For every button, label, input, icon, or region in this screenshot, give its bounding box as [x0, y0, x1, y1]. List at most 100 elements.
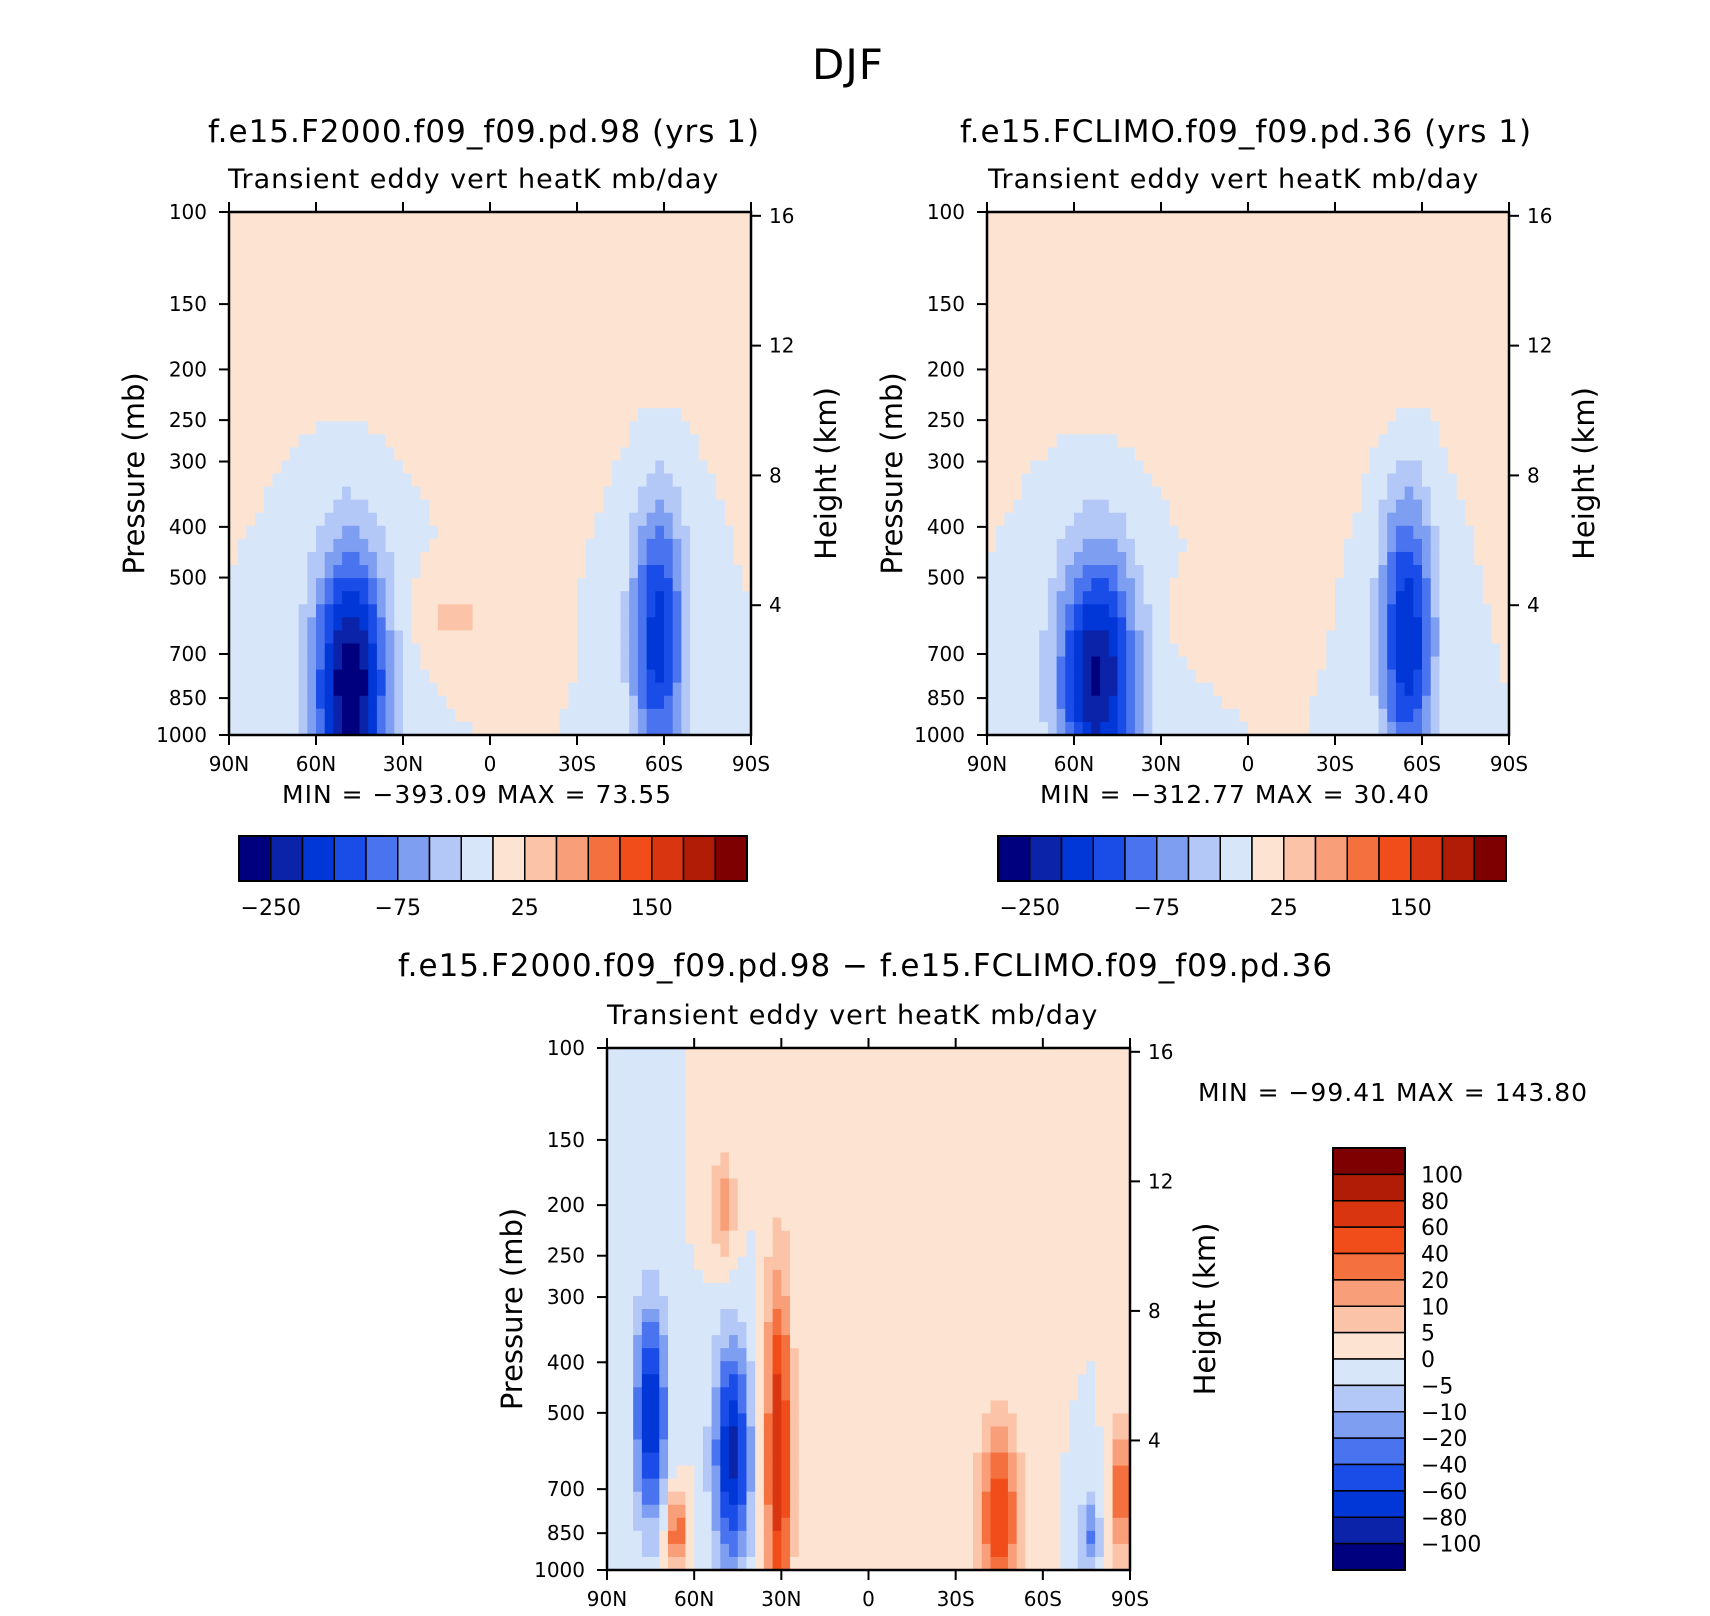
heatmap-cell [1169, 303, 1179, 318]
heatmap-cell [629, 604, 639, 618]
heatmap-cell [1430, 434, 1440, 448]
heatmap-cell [1100, 682, 1110, 697]
heatmap-cell [690, 604, 700, 618]
heatmap-cell [237, 604, 247, 618]
heatmap-cell [655, 303, 665, 318]
heatmap-cell [1282, 525, 1293, 540]
heatmap-cell [1430, 525, 1440, 540]
heatmap-cell [403, 447, 413, 462]
heatmap-cell [1474, 617, 1484, 631]
heatmap-cell [1413, 447, 1423, 462]
heatmap-cell [281, 290, 291, 305]
heatmap-cell [1021, 512, 1032, 527]
heatmap-cell [289, 251, 300, 265]
heatmap-cell [376, 329, 387, 344]
heatmap-cell [568, 212, 578, 226]
heatmap-cell [1326, 669, 1336, 684]
heatmap-cell [1395, 290, 1406, 305]
pressure-tick-label: 300 [927, 450, 965, 474]
heatmap-cell [1413, 395, 1423, 409]
heatmap-cell [603, 395, 613, 409]
heatmap-cell [446, 251, 456, 265]
heatmap-cell [1413, 303, 1423, 318]
heatmap-cell [568, 669, 578, 684]
heatmap-cell [1091, 290, 1101, 305]
heatmap-cell [646, 643, 656, 658]
heatmap-cell [411, 303, 421, 318]
heatmap-cell [1195, 329, 1206, 344]
heatmap-cell [1013, 578, 1023, 592]
heatmap-cell [1134, 251, 1145, 265]
heatmap-cell [1500, 565, 1509, 579]
heatmap-cell [472, 538, 482, 553]
heatmap-cell [577, 290, 587, 305]
heatmap-cell [1448, 368, 1458, 383]
heatmap-cell [1474, 329, 1484, 344]
heatmap-cell [289, 408, 300, 422]
heatmap-cell [263, 381, 274, 396]
heatmap-cell [716, 342, 726, 357]
heatmap-cell [394, 604, 404, 618]
heatmap-cell [516, 630, 526, 645]
heatmap-cell [463, 421, 474, 435]
heatmap-cell [1248, 421, 1258, 435]
heatmap-cell [246, 212, 256, 226]
heatmap-cell [1361, 551, 1371, 566]
heatmap-cell [394, 591, 404, 605]
heatmap-cell [1187, 408, 1197, 422]
heatmap-cell [246, 395, 256, 409]
heatmap-cell [1161, 316, 1171, 331]
heatmap-cell [1361, 381, 1371, 396]
heatmap-cell [603, 316, 613, 331]
heatmap-cell [1352, 238, 1362, 252]
heatmap-cell [607, 1322, 617, 1336]
heatmap-cell [1082, 395, 1092, 409]
heatmap-cell [481, 721, 491, 735]
heatmap-cell [237, 695, 247, 710]
heatmap-cell [577, 473, 587, 488]
heatmap-cell [1178, 630, 1188, 645]
heatmap-cell [607, 1309, 617, 1323]
heatmap-cell [611, 512, 622, 527]
heatmap-cell [394, 525, 404, 540]
heatmap-cell [1152, 682, 1162, 697]
heatmap-cell [742, 512, 751, 527]
heatmap-cell [1039, 695, 1049, 710]
heatmap-cell [1404, 368, 1414, 383]
heatmap-cell [611, 525, 622, 540]
heatmap-cell [516, 473, 526, 488]
heatmap-cell [498, 499, 508, 514]
heatmap-cell [272, 630, 282, 645]
heatmap-cell [1448, 277, 1458, 292]
heatmap-cell [1021, 460, 1032, 475]
heatmap-cell [1282, 499, 1293, 514]
heatmap-cell [368, 565, 378, 579]
heatmap-cell [1065, 264, 1075, 278]
heatmap-cell [1091, 538, 1101, 553]
heatmap-cell [1378, 669, 1388, 684]
heatmap-cell [542, 617, 552, 631]
heatmap-cell [1308, 434, 1319, 448]
heatmap-cell [1430, 368, 1440, 383]
heatmap-cell [585, 525, 595, 540]
heatmap-cell [1430, 578, 1440, 592]
heatmap-cell [229, 565, 239, 579]
heatmap-cell [1230, 434, 1240, 448]
heatmap-cell [1161, 525, 1171, 540]
heatmap-cell [1395, 408, 1406, 422]
heatmap-cell [1335, 355, 1345, 370]
heatmap-cell [1500, 355, 1509, 370]
heatmap-cell [1422, 264, 1432, 278]
heatmap-cell [716, 251, 726, 265]
heatmap-cell [1308, 695, 1319, 710]
heatmap-cell [481, 290, 491, 305]
heatmap-cell [1204, 264, 1214, 278]
heatmap-cell [1361, 395, 1371, 409]
heatmap-cell [1056, 486, 1066, 501]
heatmap-cell [607, 1465, 617, 1480]
heatmap-cell [455, 342, 465, 357]
heatmap-cell [359, 212, 369, 226]
heatmap-cell [1343, 708, 1353, 723]
heatmap-cell [255, 630, 265, 645]
heatmap-cell [1152, 329, 1162, 344]
